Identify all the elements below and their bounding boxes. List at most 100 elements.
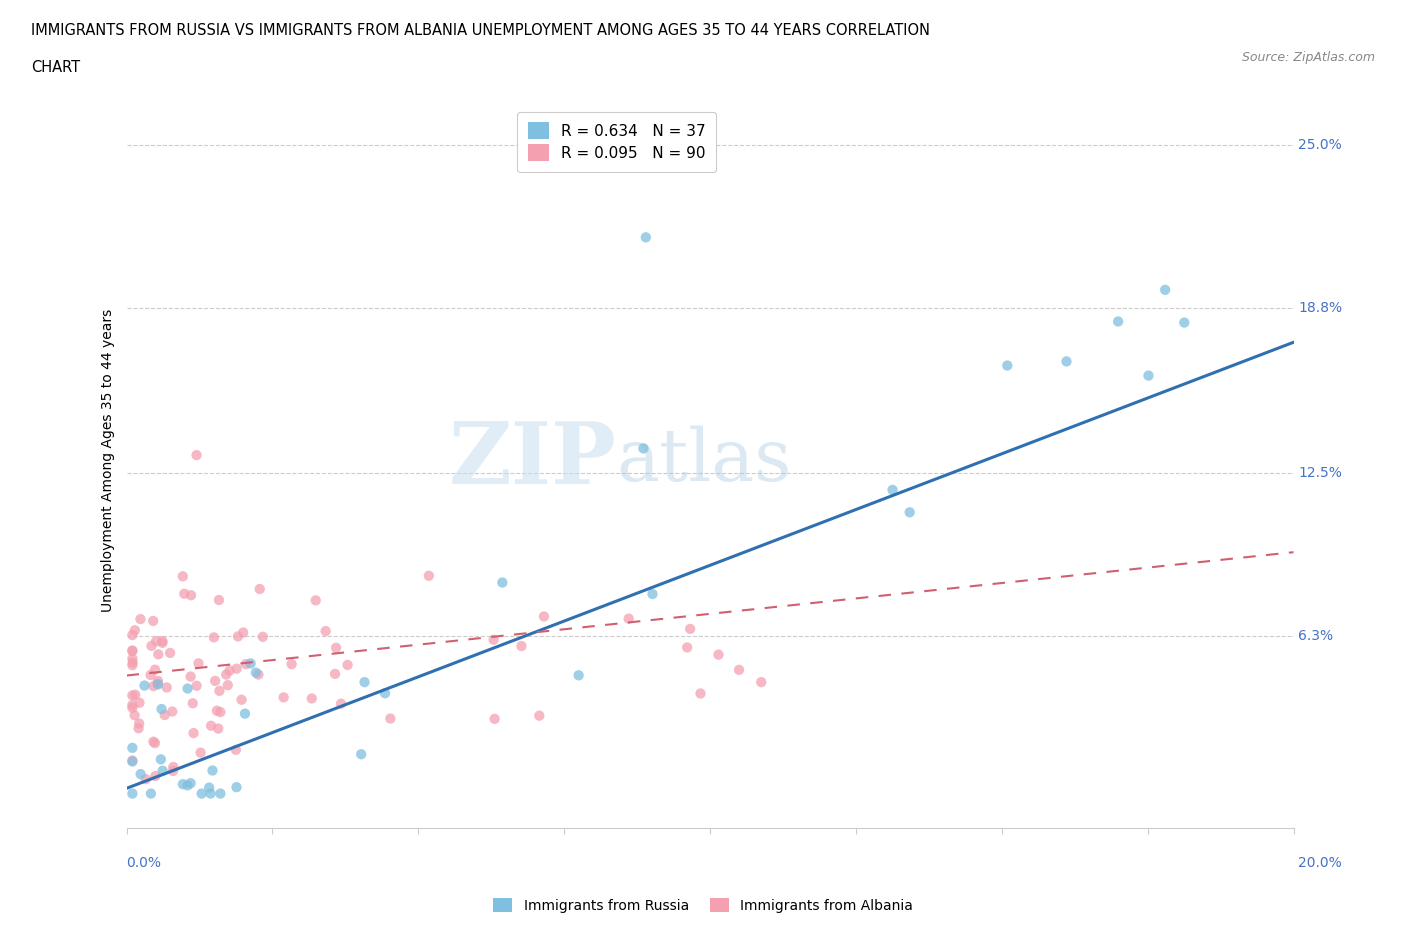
Point xyxy=(190,786,212,801)
Point xyxy=(330,697,353,711)
Point xyxy=(145,633,167,648)
Y-axis label: Unemployment Among Ages 35 to 44 years: Unemployment Among Ages 35 to 44 years xyxy=(101,309,115,612)
Point xyxy=(350,747,373,762)
Point xyxy=(225,742,247,757)
Point xyxy=(205,703,228,718)
Point xyxy=(689,686,711,701)
Point xyxy=(121,651,143,666)
Point xyxy=(124,687,146,702)
Point xyxy=(325,641,347,656)
Point xyxy=(121,688,143,703)
Point xyxy=(336,658,359,672)
Point xyxy=(186,678,208,693)
Point xyxy=(141,638,163,653)
Point xyxy=(482,632,505,647)
Point xyxy=(121,786,143,801)
Point xyxy=(162,704,184,719)
Point xyxy=(280,657,302,671)
Point xyxy=(201,763,224,777)
Text: Source: ZipAtlas.com: Source: ZipAtlas.com xyxy=(1241,51,1375,64)
Point xyxy=(180,588,202,603)
Text: 18.8%: 18.8% xyxy=(1298,301,1343,315)
Point xyxy=(162,760,184,775)
Point xyxy=(121,698,143,712)
Point xyxy=(533,609,555,624)
Point xyxy=(634,230,657,245)
Point xyxy=(633,441,655,456)
Point xyxy=(208,592,231,607)
Point xyxy=(380,711,402,726)
Point xyxy=(1137,368,1160,383)
Point xyxy=(995,358,1018,373)
Point xyxy=(183,725,205,740)
Point xyxy=(121,644,143,658)
Point xyxy=(617,611,640,626)
Point xyxy=(145,768,167,783)
Point xyxy=(247,667,270,682)
Point xyxy=(882,483,904,498)
Point xyxy=(232,625,254,640)
Point xyxy=(676,640,699,655)
Point xyxy=(484,711,506,726)
Point xyxy=(121,644,143,658)
Point xyxy=(1107,314,1129,329)
Point xyxy=(150,633,173,648)
Point xyxy=(128,721,150,736)
Text: IMMIGRANTS FROM RUSSIA VS IMMIGRANTS FROM ALBANIA UNEMPLOYMENT AMONG AGES 35 TO : IMMIGRANTS FROM RUSSIA VS IMMIGRANTS FRO… xyxy=(31,23,929,38)
Point xyxy=(142,679,165,694)
Point xyxy=(1173,315,1195,330)
Point xyxy=(121,700,143,715)
Point xyxy=(418,568,440,583)
Point xyxy=(148,647,170,662)
Point xyxy=(1056,354,1078,369)
Point xyxy=(173,586,195,601)
Point xyxy=(249,581,271,596)
Point xyxy=(146,676,169,691)
Point xyxy=(156,680,179,695)
Point xyxy=(707,647,730,662)
Point xyxy=(207,721,229,736)
Point xyxy=(181,696,204,711)
Text: CHART: CHART xyxy=(31,60,80,75)
Text: 6.3%: 6.3% xyxy=(1298,630,1333,644)
Legend: Immigrants from Russia, Immigrants from Albania: Immigrants from Russia, Immigrants from … xyxy=(488,893,918,919)
Point xyxy=(121,754,143,769)
Point xyxy=(152,764,174,778)
Point xyxy=(239,656,262,671)
Point xyxy=(152,635,174,650)
Point xyxy=(353,674,375,689)
Point xyxy=(200,786,222,801)
Point xyxy=(217,678,239,693)
Point xyxy=(235,657,257,671)
Point xyxy=(209,705,232,720)
Point xyxy=(225,661,247,676)
Point xyxy=(139,668,162,683)
Point xyxy=(180,776,202,790)
Point xyxy=(149,751,172,766)
Point xyxy=(162,764,184,778)
Point xyxy=(208,684,231,698)
Point xyxy=(510,639,533,654)
Text: 20.0%: 20.0% xyxy=(1298,856,1341,870)
Point xyxy=(529,709,551,724)
Point xyxy=(200,718,222,733)
Point xyxy=(172,569,194,584)
Point xyxy=(146,677,169,692)
Point xyxy=(679,621,702,636)
Point xyxy=(204,673,226,688)
Point xyxy=(215,667,238,682)
Point xyxy=(142,614,165,629)
Point xyxy=(1154,283,1177,298)
Point xyxy=(150,701,173,716)
Text: 0.0%: 0.0% xyxy=(127,856,162,870)
Text: 12.5%: 12.5% xyxy=(1298,467,1343,481)
Point xyxy=(135,772,157,787)
Point xyxy=(252,630,274,644)
Point xyxy=(121,658,143,672)
Point xyxy=(226,629,249,644)
Point xyxy=(198,780,221,795)
Legend: R = 0.634   N = 37, R = 0.095   N = 90: R = 0.634 N = 37, R = 0.095 N = 90 xyxy=(517,112,717,172)
Point xyxy=(245,665,267,680)
Point xyxy=(134,678,156,693)
Text: ZIP: ZIP xyxy=(449,418,617,502)
